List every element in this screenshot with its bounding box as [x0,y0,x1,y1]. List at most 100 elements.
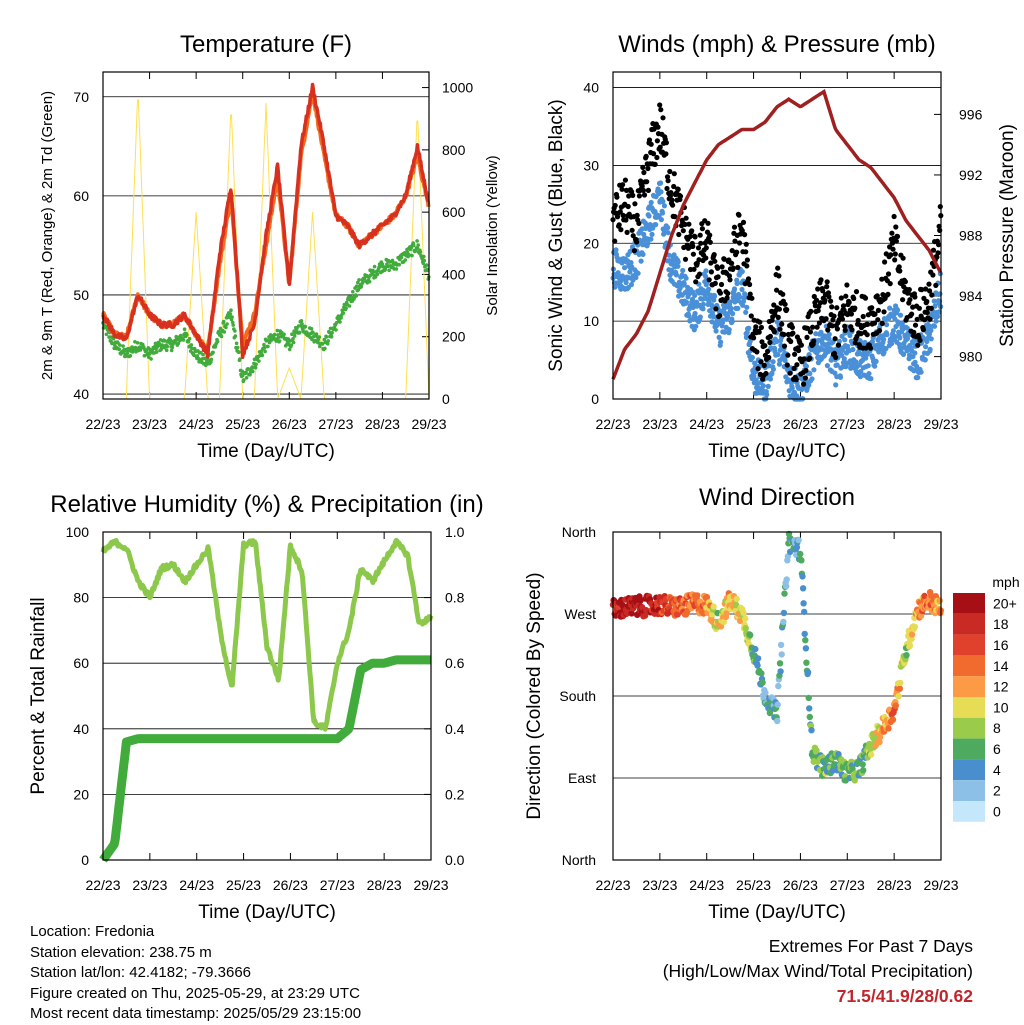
gust-point [682,256,689,262]
wind-point [675,259,681,265]
gust-point [744,263,750,269]
wind-point [689,296,696,303]
chart-title: Temperature (F) [180,31,352,58]
dewpoint-point [215,339,220,344]
y2-tick-label: 200 [442,329,466,345]
y2-axis-label: Station Pressure (Maroon) [997,124,1018,347]
wind-point [775,352,781,358]
dewpoint-point [211,350,215,355]
gust-point [747,281,753,288]
dewpoint-point [262,342,266,347]
gust-point [748,313,754,319]
gust-point [813,297,820,303]
gust-point [775,314,781,320]
y-tick-label: 20 [583,235,599,251]
y-tick-label: 40 [73,386,89,402]
gust-point [909,311,915,317]
dewpoint-point [354,284,359,289]
wind-point [727,299,733,305]
wind-point [613,247,619,253]
gust-point [855,317,861,324]
dewpoint-point [300,322,304,326]
wind-point [884,332,890,338]
direction-point [889,716,897,723]
wind-point [658,180,664,186]
chart-panel-4: Wind Direction 22/23 23/23 24/23 25/23 26/23 2… [524,484,1020,923]
gust-point [879,276,885,282]
dewpoint-point [157,341,162,346]
y-axis-label: Direction (Colored By Speed) [524,572,545,819]
dewpoint-point [424,263,429,267]
wind-point [660,198,666,205]
x-tick-label: 26/23 [783,416,818,432]
x-tick-label: 26/23 [783,877,818,893]
gust-point [787,370,793,376]
dewpoint-point [275,328,280,333]
gust-point [619,186,625,192]
gust-point [781,343,788,349]
gust-point [914,316,920,322]
y2-tick-label: 996 [959,106,983,122]
wind-point [868,376,874,382]
elevation-text: Station elevation: 238.75 m [30,943,212,961]
direction-point [795,536,802,544]
gust-point [672,214,678,220]
x-tick-label: 23/23 [642,877,677,893]
gust-point [848,311,855,317]
gust-point [893,224,899,230]
gust-point [654,138,661,144]
gust-point [648,141,654,147]
dewpoint-point [133,340,137,344]
dewpoint-point [228,312,233,316]
gust-point [865,321,871,327]
direction-point [741,615,749,622]
gust-point [885,291,891,297]
gust-point [900,255,906,261]
wind-point [728,305,734,311]
gust-point [744,257,751,263]
gust-point [631,248,638,254]
wind-point [661,203,668,209]
wind-point [681,281,687,287]
gust-point [691,266,697,272]
gust-point [755,366,761,372]
dewpoint-point [230,320,235,325]
gust-point [831,350,838,356]
gust-point [890,246,896,252]
wind-point [897,312,904,318]
gust-point [801,381,807,387]
gust-point [641,169,647,176]
y-tick-label: 40 [73,721,89,737]
wind-point [680,267,686,274]
y-tick-label: South [559,688,596,704]
direction-point [813,747,820,754]
dewpoint-point [186,339,191,344]
y2-axis-label: Solar Insolation (Yellow) [484,155,501,315]
gust-point [747,291,753,297]
gust-point [842,323,848,329]
direction-point [805,694,812,702]
gust-point [794,362,800,368]
gust-point [617,209,623,215]
wind-point [928,327,934,334]
gust-point [687,234,693,240]
wind-point [731,286,738,292]
gust-point [650,151,657,157]
series-pressure-line [611,88,943,380]
wind-point [884,322,890,328]
legend-swatch [953,780,985,801]
direction-point [747,631,754,639]
y2-tick-label: 0.2 [445,786,465,802]
wind-point [619,260,625,266]
gust-point [743,249,749,255]
x-axis-label: Time (Day/UTC) [198,902,336,923]
wind-point [648,199,654,206]
wind-point [928,336,934,342]
gust-point [664,185,670,192]
dewpoint-point [327,330,332,335]
y2-tick-label: 400 [442,266,466,282]
dewpoint-point [235,345,240,350]
gust-point [731,224,738,230]
dewpoint-point [240,373,245,378]
wind-point [742,294,748,300]
